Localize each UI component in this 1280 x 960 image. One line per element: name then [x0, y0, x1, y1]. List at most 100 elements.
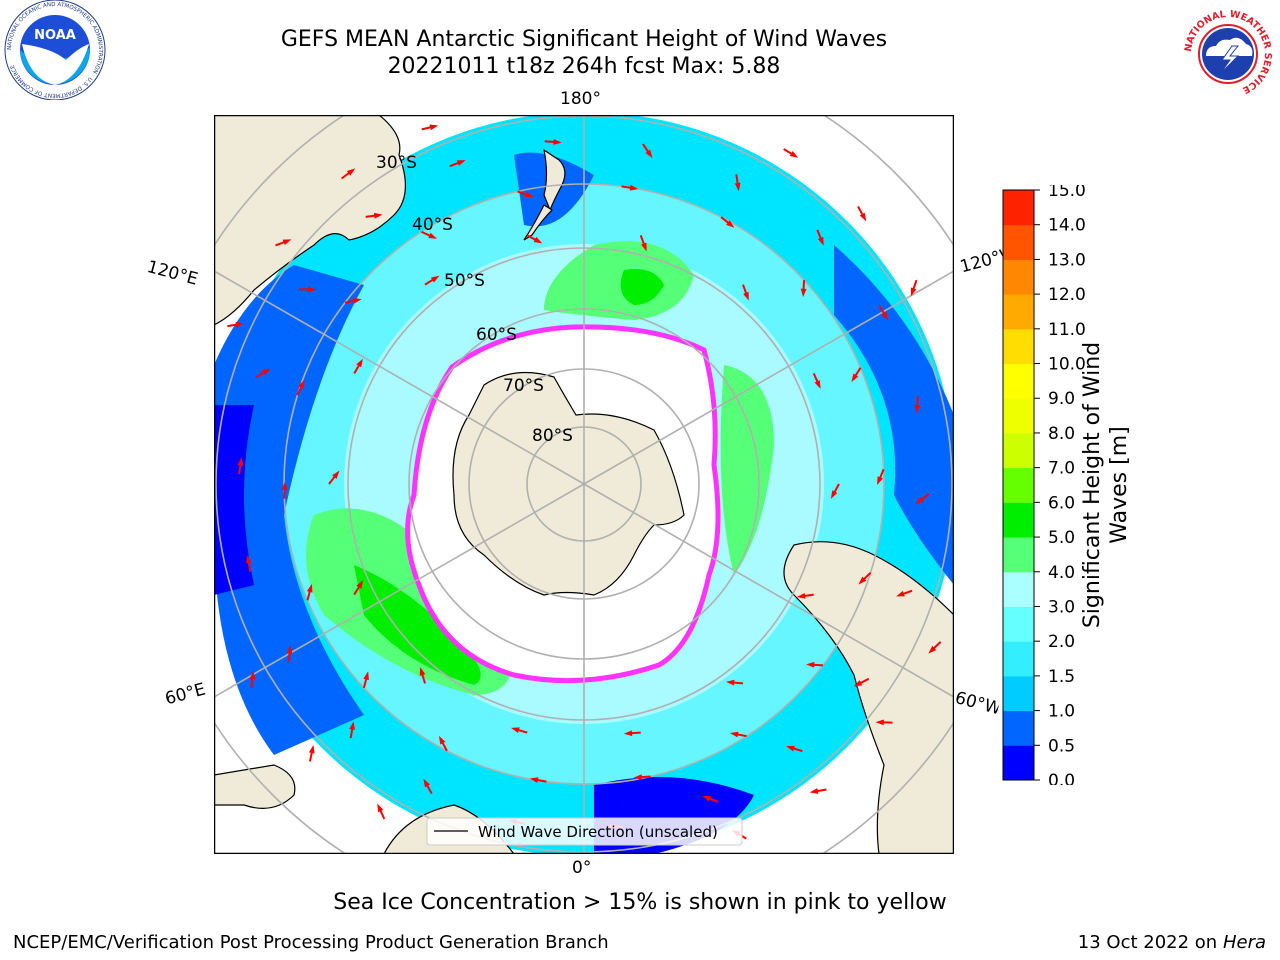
wave-direction-arrowhead	[308, 744, 315, 754]
wave-direction-arrowhead	[249, 670, 256, 680]
wave-direction-arrowhead	[726, 679, 735, 686]
colorbar-tick-label: 8.0	[1048, 424, 1075, 444]
colorbar-tick-label: 15.0	[1048, 185, 1086, 201]
wave-patch-bright-green	[354, 565, 481, 685]
colorbar-segment	[1003, 294, 1034, 330]
ocean-dark-east	[834, 245, 954, 585]
colorbar-tick-label: 10.0	[1048, 355, 1086, 375]
lat-label-30s: 30°S	[376, 153, 417, 173]
wave-direction-arrowhead	[806, 661, 815, 668]
lat-label-40s: 40°S	[412, 215, 453, 235]
wave-direction-arrowhead	[726, 220, 735, 228]
wave-direction-arrowhead	[356, 358, 363, 368]
wave-direction-arrowhead	[641, 242, 647, 252]
colorbar-tick-label: 9.0	[1048, 389, 1075, 409]
wave-patch-bright-green-north	[620, 269, 664, 305]
colorbar-tick-label: 2.0	[1048, 632, 1075, 652]
wave-direction-arrowhead	[877, 476, 883, 485]
colorbar-segment	[1003, 190, 1034, 226]
wave-direction-arrowhead	[419, 667, 426, 676]
lat-label-70s: 70°S	[503, 376, 544, 396]
wave-direction-arrowhead	[281, 481, 288, 491]
lat-label-80s: 80°S	[532, 426, 573, 446]
colorbar-segment	[1003, 537, 1034, 573]
wave-direction-arrowhead	[428, 232, 437, 239]
colorbar-segment	[1003, 641, 1034, 677]
colorbar-tick-label: 12.0	[1048, 285, 1086, 305]
colorbar-segment	[1003, 328, 1034, 365]
lon-label-0: 0°	[572, 858, 592, 878]
lower-left-landmass	[214, 764, 296, 809]
arrow-legend: Wind Wave Direction (unscaled)	[426, 817, 743, 846]
colorbar-segment	[1003, 502, 1034, 538]
colorbar-tick-label: 5.0	[1048, 528, 1075, 548]
colorbar-segments	[1002, 189, 1035, 781]
wave-direction-arrowhead	[307, 286, 317, 293]
lon-label-120w: 120°W	[958, 246, 1006, 278]
wave-direction-arrowhead	[786, 745, 795, 752]
colorbar-label-line1: Significant Height of Wind	[1080, 341, 1105, 629]
wave-direction-arrowhead	[438, 735, 446, 745]
wind-wave-arrows	[227, 124, 942, 840]
wave-direction-arrowhead	[429, 124, 439, 131]
lat-label-50s: 50°S	[444, 271, 485, 291]
colorbar-segment	[1003, 467, 1034, 503]
wave-direction-arrowhead	[524, 191, 534, 198]
wave-patch-green-east	[720, 365, 774, 575]
sea-ice-note: Sea Ice Concentration > 15% is shown in …	[333, 890, 947, 915]
wave-direction-arrowhead	[553, 139, 562, 145]
footer-date-text: 13 Oct 2022 on	[1077, 932, 1223, 953]
wave-patch-green-north	[544, 241, 694, 320]
wave-direction-arrowhead	[859, 212, 867, 222]
wave-direction-arrowhead	[286, 645, 293, 654]
wave-direction-arrowhead	[734, 182, 741, 192]
wave-direction-arrowhead	[633, 774, 643, 780]
wave-direction-arrowhead	[298, 379, 305, 389]
wave-direction-arrowhead	[729, 731, 739, 738]
colorbar-segment	[1003, 745, 1034, 781]
colorbar-tick-label: 1.0	[1048, 702, 1075, 722]
wave-direction-arrowhead	[430, 275, 440, 283]
colorbar: 0.0 0.5 1.0 1.5 2.0 3.0 4.0 5.0 6.0 7.0 8.0 9.0 10.0…	[1002, 185, 1086, 785]
wave-direction-arrowhead	[858, 576, 867, 585]
colorbar-tick-label: 4.0	[1048, 563, 1075, 583]
wave-direction-arrowhead	[533, 236, 543, 244]
new-zealand-north	[543, 148, 566, 212]
colorbar-segment	[1003, 571, 1034, 607]
lon-label-180: 180°	[560, 89, 601, 109]
wave-direction-arrowhead	[875, 719, 884, 726]
wave-direction-arrowhead	[356, 580, 364, 589]
wave-direction-arrowhead	[332, 470, 340, 479]
noaa-logo-text: NOAA	[34, 28, 76, 43]
nws-logo: NATIONAL WEATHER SERVICE	[1183, 9, 1273, 99]
wave-direction-arrowhead	[456, 160, 466, 166]
colorbar-segment	[1003, 675, 1034, 712]
wave-direction-arrowhead	[796, 593, 806, 599]
colorbar-segment	[1003, 259, 1034, 295]
colorbar-tick-label: 0.0	[1048, 771, 1075, 785]
colorbar-tick-label: 11.0	[1048, 320, 1086, 340]
wave-direction-arrowhead	[346, 168, 356, 176]
ocean-dark-west	[214, 265, 364, 755]
colorbar-tick-label: 7.0	[1048, 459, 1075, 479]
wave-direction-arrowhead	[645, 149, 653, 159]
chart-title: GEFS MEAN Antarctic Significant Height o…	[280, 27, 888, 52]
wave-direction-arrowhead	[245, 554, 252, 564]
wave-direction-arrowhead	[853, 680, 863, 687]
colorbar-tick-label: 13.0	[1048, 250, 1086, 270]
wave-direction-arrowhead	[261, 368, 271, 376]
footer-date: 13 Oct 2022 on Hera	[1078, 932, 1266, 953]
wave-direction-arrowhead	[623, 730, 633, 737]
wave-direction-arrowhead	[881, 311, 889, 321]
colorbar-tick-label: 1.5	[1048, 667, 1075, 687]
wave-direction-arrowhead	[377, 803, 384, 813]
colorbar-tick-label: 0.5	[1048, 736, 1075, 756]
wave-direction-arrowhead	[830, 490, 838, 499]
arrow-legend-label: Wind Wave Direction (unscaled)	[478, 823, 718, 841]
wave-direction-arrowhead	[928, 645, 937, 654]
new-zealand-south	[523, 204, 553, 241]
colorbar-tick-label: 6.0	[1048, 493, 1075, 513]
noaa-logo: NATIONAL OCEANIC AND ATMOSPHERIC ADMINIS…	[4, 0, 106, 100]
polar-map: 30°S 40°S 50°S 60°S 70°S 80°S Wind Wave …	[214, 115, 954, 854]
wave-direction-arrowhead	[702, 795, 712, 802]
